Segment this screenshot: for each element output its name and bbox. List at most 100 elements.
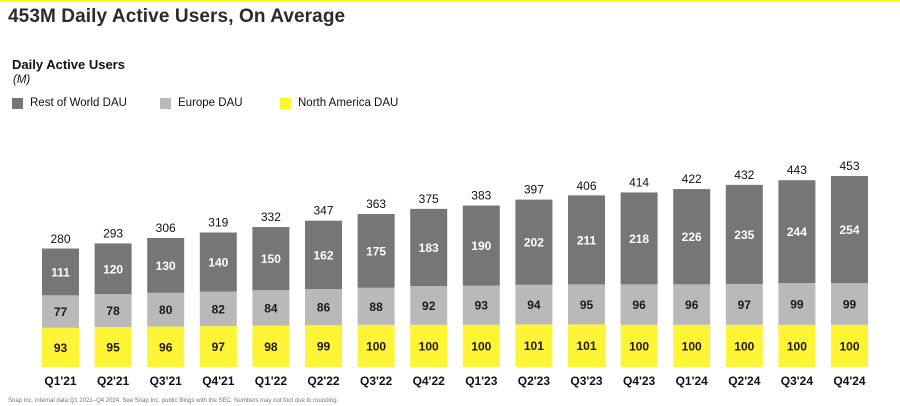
legend-item-europe: Europe DAU bbox=[160, 97, 243, 109]
total-label-q1-24: 422 bbox=[682, 172, 702, 186]
total-label-q2-21: 293 bbox=[103, 226, 123, 240]
page-title: 453M Daily Active Users, On Average bbox=[8, 6, 346, 27]
total-label-q3-23: 406 bbox=[576, 179, 596, 193]
value-label-north-america-dau-q2-23: 101 bbox=[524, 339, 544, 353]
chart-unit-label: (M) bbox=[13, 74, 31, 86]
value-label-rest-of-world-dau-q3-24: 244 bbox=[787, 225, 807, 239]
value-label-north-america-dau-q2-21: 95 bbox=[106, 340, 120, 354]
x-tick-label-q3-23: Q3'23 bbox=[570, 374, 603, 388]
value-label-north-america-dau-q4-23: 100 bbox=[629, 339, 649, 353]
x-tick-label-q3-24: Q3'24 bbox=[781, 374, 814, 388]
value-label-rest-of-world-dau-q1-21: 111 bbox=[51, 265, 70, 279]
value-label-europe-dau-q3-21: 80 bbox=[159, 303, 173, 317]
value-label-europe-dau-q4-24: 99 bbox=[843, 297, 857, 311]
value-label-north-america-dau-q3-23: 101 bbox=[576, 339, 596, 353]
value-label-europe-dau-q4-23: 96 bbox=[632, 298, 646, 312]
bar-north-america-dau-q3-21 bbox=[147, 326, 185, 367]
bar-europe-dau-q4-21 bbox=[199, 291, 237, 327]
value-label-rest-of-world-dau-q1-23: 190 bbox=[471, 239, 491, 253]
bar-north-america-dau-q1-24 bbox=[673, 324, 711, 367]
value-label-europe-dau-q1-24: 96 bbox=[685, 298, 699, 312]
value-label-north-america-dau-q3-24: 100 bbox=[787, 339, 807, 353]
footnote: Snap Inc. internal data Q1 2021–Q4 2024.… bbox=[8, 398, 339, 404]
value-label-rest-of-world-dau-q2-22: 162 bbox=[313, 248, 333, 262]
bar-rest-of-world-dau-q4-23 bbox=[620, 192, 658, 285]
total-label-q3-24: 443 bbox=[787, 163, 807, 177]
x-tick-label-q1-22: Q1'22 bbox=[255, 374, 288, 388]
total-label-q2-24: 432 bbox=[734, 168, 754, 182]
bar-rest-of-world-dau-q1-24 bbox=[673, 189, 711, 285]
x-tick-label-q3-21: Q3'21 bbox=[150, 374, 183, 388]
value-label-europe-dau-q4-21: 82 bbox=[212, 302, 226, 316]
bar-north-america-dau-q2-22 bbox=[305, 325, 342, 367]
value-label-rest-of-world-dau-q1-22: 150 bbox=[261, 252, 281, 266]
value-label-europe-dau-q4-22: 92 bbox=[422, 299, 436, 313]
bar-rest-of-world-dau-q2-23 bbox=[515, 199, 553, 285]
bar-europe-dau-q4-23 bbox=[620, 284, 658, 325]
value-label-rest-of-world-dau-q2-21: 120 bbox=[103, 262, 123, 276]
value-label-rest-of-world-dau-q3-23: 211 bbox=[577, 233, 597, 247]
x-tick-label-q1-23: Q1'23 bbox=[465, 374, 498, 388]
value-label-rest-of-world-dau-q4-24: 254 bbox=[839, 223, 859, 237]
total-label-q4-24: 453 bbox=[839, 159, 859, 173]
value-label-europe-dau-q2-24: 97 bbox=[738, 298, 752, 312]
legend-swatch-europe bbox=[160, 97, 171, 109]
value-label-rest-of-world-dau-q4-22: 183 bbox=[419, 241, 439, 255]
x-tick-label-q4-22: Q4'22 bbox=[413, 374, 446, 388]
x-tick-label-q2-23: Q2'23 bbox=[518, 374, 551, 388]
x-tick-label-q4-23: Q4'23 bbox=[623, 374, 656, 388]
bar-rest-of-world-dau-q1-22 bbox=[252, 227, 290, 291]
bar-europe-dau-q4-22 bbox=[410, 286, 448, 325]
total-label-q2-23: 397 bbox=[524, 183, 544, 197]
bar-europe-dau-q3-23 bbox=[568, 284, 605, 325]
chart-title: Daily Active Users bbox=[12, 57, 125, 72]
legend-swatch-north-america bbox=[280, 97, 291, 109]
value-label-rest-of-world-dau-q4-21: 140 bbox=[208, 256, 228, 270]
bar-europe-dau-q1-23 bbox=[462, 285, 500, 325]
bar-europe-dau-q3-24 bbox=[778, 283, 816, 325]
value-label-north-america-dau-q1-23: 100 bbox=[471, 339, 491, 353]
value-label-rest-of-world-dau-q4-23: 218 bbox=[629, 232, 649, 246]
value-label-north-america-dau-q2-22: 99 bbox=[317, 340, 331, 354]
bar-north-america-dau-q1-21 bbox=[42, 327, 79, 367]
total-label-q1-23: 383 bbox=[471, 189, 491, 203]
bar-europe-dau-q2-21 bbox=[94, 294, 132, 327]
value-label-north-america-dau-q3-22: 100 bbox=[366, 339, 386, 353]
bar-north-america-dau-q4-23 bbox=[620, 324, 658, 367]
bar-north-america-dau-q2-23 bbox=[515, 324, 553, 367]
legend-item-north-america: North America DAU bbox=[280, 97, 398, 109]
total-label-q3-21: 306 bbox=[156, 221, 176, 235]
value-label-north-america-dau-q4-24: 100 bbox=[839, 339, 859, 353]
value-label-rest-of-world-dau-q2-23: 202 bbox=[524, 236, 544, 250]
value-label-rest-of-world-dau-q3-22: 175 bbox=[366, 244, 386, 258]
x-tick-label-q1-21: Q1'21 bbox=[44, 374, 77, 388]
legend-swatch-rest-of-world bbox=[12, 97, 23, 109]
bar-europe-dau-q4-24 bbox=[831, 283, 868, 325]
bar-north-america-dau-q3-22 bbox=[357, 324, 395, 367]
bar-rest-of-world-dau-q2-22 bbox=[305, 220, 342, 289]
value-label-north-america-dau-q3-21: 96 bbox=[159, 340, 173, 354]
bar-north-america-dau-q1-23 bbox=[462, 324, 500, 367]
bar-rest-of-world-dau-q3-24 bbox=[778, 180, 816, 284]
value-label-europe-dau-q3-22: 88 bbox=[369, 300, 383, 314]
bar-rest-of-world-dau-q1-21 bbox=[42, 248, 79, 296]
legend-label-europe: Europe DAU bbox=[178, 97, 243, 109]
x-tick-label-q3-22: Q3'22 bbox=[360, 374, 393, 388]
total-label-q4-22: 375 bbox=[419, 192, 439, 206]
value-label-north-america-dau-q1-22: 98 bbox=[264, 340, 278, 354]
bar-europe-dau-q1-21 bbox=[42, 295, 79, 328]
x-tick-label-q2-22: Q2'22 bbox=[307, 374, 340, 388]
value-label-north-america-dau-q1-21: 93 bbox=[54, 341, 68, 355]
bar-north-america-dau-q3-24 bbox=[778, 324, 816, 367]
bar-rest-of-world-dau-q2-21 bbox=[94, 243, 132, 295]
value-label-europe-dau-q2-23: 94 bbox=[527, 298, 541, 312]
bar-rest-of-world-dau-q3-22 bbox=[357, 213, 395, 288]
bar-rest-of-world-dau-q1-23 bbox=[462, 205, 500, 286]
bar-rest-of-world-dau-q3-21 bbox=[147, 237, 185, 293]
total-label-q3-22: 363 bbox=[366, 197, 386, 211]
bar-north-america-dau-q4-22 bbox=[410, 324, 448, 367]
bar-north-america-dau-q2-24 bbox=[725, 324, 763, 367]
value-label-rest-of-world-dau-q1-24: 226 bbox=[682, 230, 702, 244]
bar-north-america-dau-q4-24 bbox=[831, 324, 868, 367]
bar-rest-of-world-dau-q4-21 bbox=[199, 232, 237, 292]
